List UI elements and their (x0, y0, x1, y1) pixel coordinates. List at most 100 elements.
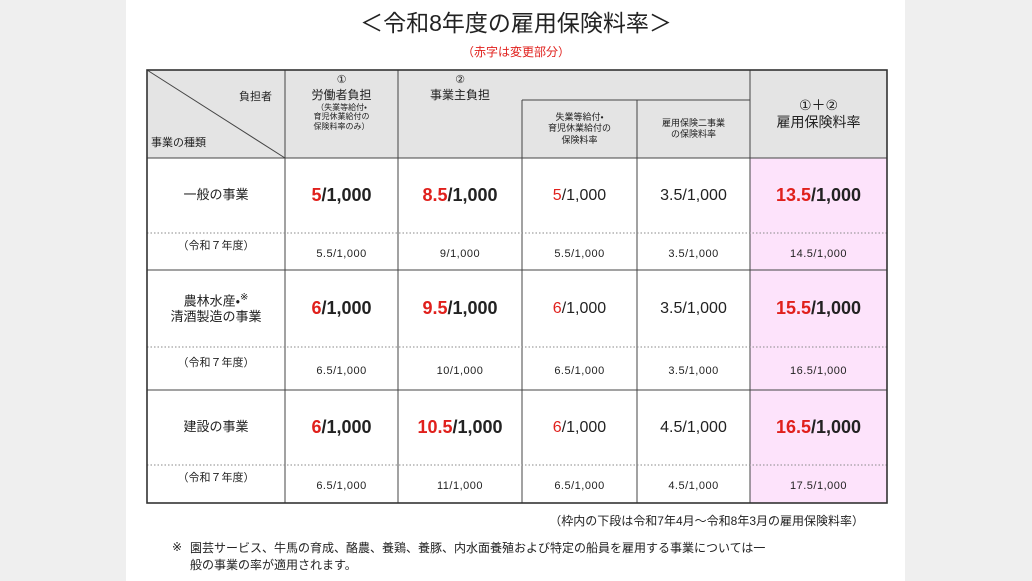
prev-rate: 9/1,000 (439, 247, 481, 260)
rate: 4.5/1,000 (660, 419, 727, 436)
rate: /1,000 (811, 185, 862, 205)
prev-rate: 6.5/1,000 (554, 364, 605, 377)
line: 般の事業の率が適用されます。 (190, 557, 357, 572)
changed-rate: 16.5 (775, 417, 811, 437)
rate-cell: 6/1,000 (522, 390, 637, 465)
label: 事業主負担 (429, 87, 490, 102)
rate: /1,000 (811, 417, 862, 437)
prev-rate: 6.5/1,000 (316, 364, 367, 377)
title: ＜令和8年度の雇用保険料率＞ (360, 10, 672, 36)
rate: /1,000 (447, 298, 498, 318)
rate-cell: 16.5/1,000 (750, 390, 887, 465)
line: 一般の事業 (183, 187, 249, 203)
rate-cell: 5/1,000 (285, 158, 398, 233)
rate-cell: 15.5/1,000 (750, 270, 887, 347)
footer-note: 園芸サービス、牛馬の育成、酪農、養鶏、養豚、内水面養殖および特定の船員を雇用する… (190, 540, 765, 574)
rate: /1,000 (321, 298, 372, 318)
prev-rate: 3.5/1,000 (668, 247, 719, 260)
rate-cell: 13.5/1,000 (750, 158, 887, 233)
rate-cell: 5/1,000 (522, 158, 637, 233)
changed-rate: 8.5 (422, 185, 448, 205)
row-label: 農林水産・※ 清酒製造の事業 (147, 270, 285, 347)
rate: /1,000 (561, 300, 607, 317)
changed-rate: 6 (311, 417, 322, 437)
changed-rate: 5 (311, 185, 322, 205)
rate: 3.5/1,000 (660, 300, 727, 317)
period-note: （枠内の下段は令和7年4月～令和8年3月の雇用保険料率） (549, 514, 864, 528)
footer-mark: ※ (172, 540, 183, 554)
line: 保険料率のみ） (313, 121, 370, 131)
rate: /1,000 (561, 187, 607, 204)
worker-header: ① 労働者負担 （失業等給付・ 育児休業給付の 保険料率のみ） (285, 74, 398, 154)
line: （失業等給付・ (316, 102, 367, 112)
line: 育児休業給付の (313, 112, 370, 122)
changed-rate: 13.5 (775, 185, 811, 205)
corner-top: 負担者 (239, 91, 272, 103)
line: 園芸サービス、牛馬の育成、酪農、養鶏、養豚、内水面養殖および特定の船員を雇用する… (190, 541, 766, 555)
sub: （失業等給付・ 育児休業給付の 保険料率のみ） (314, 103, 370, 132)
prev-rate: 6.5/1,000 (316, 480, 367, 493)
diagonal (146, 69, 286, 159)
row-label: 建設の事業 (147, 390, 285, 465)
changed-rate: 6 (552, 300, 562, 317)
rate-cell: 9.5/1,000 (398, 270, 522, 347)
rate: /1,000 (811, 298, 862, 318)
prev-rate: 14.5/1,000 (790, 247, 847, 260)
rate-cell: 10.5/1,000 (398, 390, 522, 465)
rate-cell: 6/1,000 (522, 270, 637, 347)
prev-rate: 11/1,000 (436, 480, 483, 493)
prev-rate: 6.5/1,000 (554, 480, 605, 493)
prev-label: （令和７年度） (177, 239, 255, 252)
mark: ①＋② (798, 96, 839, 113)
line: 失業等給付・ (555, 112, 604, 123)
rate-cell: 6/1,000 (285, 270, 398, 347)
prev-label: （令和７年度） (177, 356, 255, 369)
rate: /1,000 (452, 417, 503, 437)
row-label: 一般の事業 (147, 158, 285, 233)
line: 建設の事業 (183, 419, 249, 435)
label-mark: ※ (240, 291, 249, 303)
rate-cell: 8.5/1,000 (398, 158, 522, 233)
prev-rate: 3.5/1,000 (668, 364, 719, 377)
changed-rate: 6 (311, 298, 322, 318)
employer-unemployment-header: 失業等給付・ 育児休業給付の 保険料率 (522, 100, 637, 158)
changed-rate: 15.5 (775, 298, 811, 318)
prev-rate: 16.5/1,000 (790, 364, 847, 377)
line: 清酒製造の事業 (170, 309, 262, 325)
mark: ① (336, 74, 347, 86)
rate-cell: 3.5/1,000 (637, 270, 750, 347)
prev-label: （令和７年度） (177, 472, 255, 485)
total-header: ①＋② 雇用保険料率 (750, 70, 887, 158)
employer-header: ② 事業主負担 (398, 74, 522, 114)
line: 育児休業給付の (547, 123, 611, 134)
total-bg (750, 158, 887, 503)
line: 農林水産・※ (183, 291, 249, 308)
rate-cell: 6/1,000 (285, 390, 398, 465)
rate: /1,000 (561, 419, 607, 436)
rate: 3.5/1,000 (660, 187, 727, 204)
rate: /1,000 (447, 185, 498, 205)
prev-rate: 4.5/1,000 (668, 480, 719, 493)
rate: /1,000 (321, 417, 372, 437)
prev-rate: 10/1,000 (436, 364, 484, 377)
changed-rate: 9.5 (422, 298, 448, 318)
changed-rate: 10.5 (417, 417, 453, 437)
line: 雇用保険二事業 (661, 117, 725, 128)
prev-rate: 5.5/1,000 (316, 247, 367, 260)
rate-cell: 3.5/1,000 (637, 158, 750, 233)
label: 雇用保険料率 (776, 114, 861, 130)
rate-cell: 4.5/1,000 (637, 390, 750, 465)
changed-rate: 5 (552, 187, 562, 204)
header-bg (147, 70, 887, 158)
changed-rate: 6 (552, 419, 562, 436)
prev-rate: 17.5/1,000 (790, 480, 847, 493)
mark: ② (455, 74, 465, 86)
line: 保険料率 (561, 134, 598, 145)
employer-two-header: 雇用保険二事業 の保険料率 (637, 100, 750, 158)
rate: /1,000 (321, 185, 372, 205)
table-border (146, 69, 888, 504)
label: 労働者負担 (311, 87, 372, 102)
prev-rate: 5.5/1,000 (554, 247, 605, 260)
